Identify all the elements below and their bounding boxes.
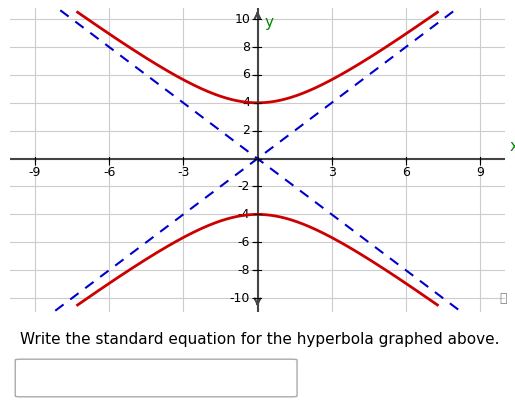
Text: 10: 10 [234, 13, 250, 26]
Text: 2: 2 [242, 124, 250, 137]
FancyBboxPatch shape [15, 359, 297, 397]
Text: -6: -6 [103, 166, 115, 178]
Text: -4: -4 [238, 208, 250, 221]
Text: -10: -10 [230, 292, 250, 304]
Text: 4: 4 [242, 96, 250, 109]
Text: 6: 6 [242, 68, 250, 82]
Text: -8: -8 [237, 264, 250, 277]
Text: 8: 8 [242, 40, 250, 54]
Text: 9: 9 [476, 166, 484, 178]
Text: Write the standard equation for the hyperbola graphed above.: Write the standard equation for the hype… [20, 332, 500, 347]
Text: 6: 6 [402, 166, 410, 178]
Text: x: x [510, 140, 515, 154]
Text: -9: -9 [29, 166, 41, 178]
Text: -2: -2 [238, 180, 250, 193]
Text: 3: 3 [328, 166, 336, 178]
Text: -3: -3 [177, 166, 190, 178]
Text: 🔍: 🔍 [500, 292, 507, 305]
Text: -6: -6 [238, 236, 250, 249]
Text: y: y [265, 15, 274, 30]
